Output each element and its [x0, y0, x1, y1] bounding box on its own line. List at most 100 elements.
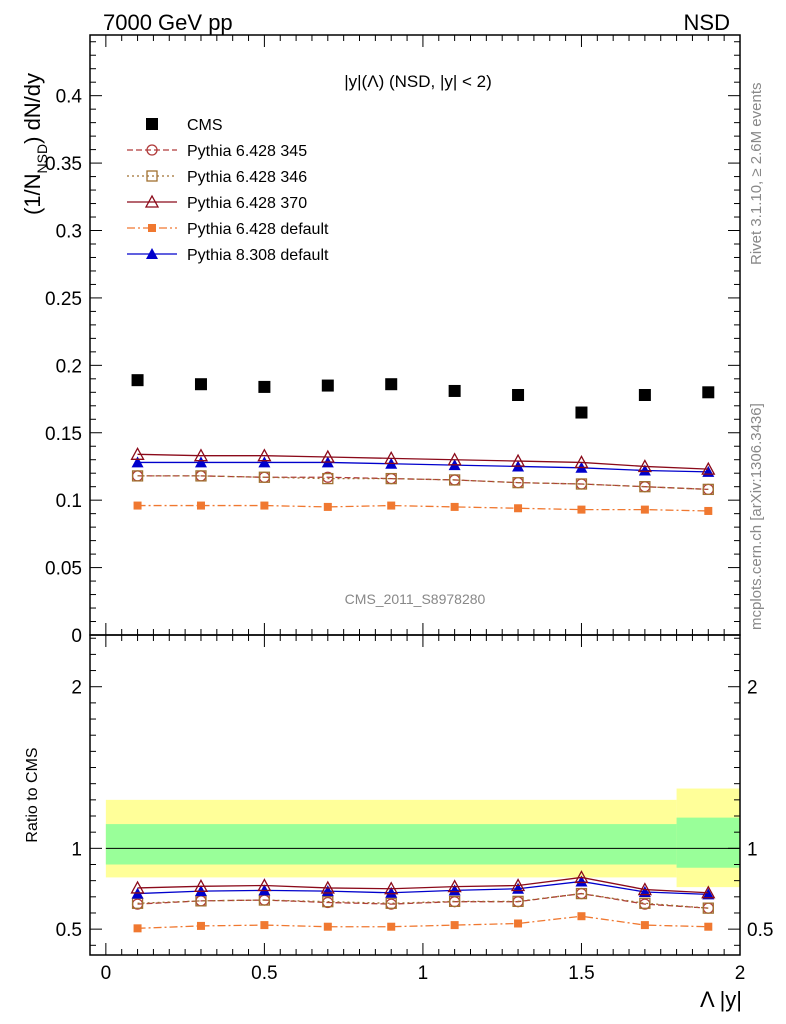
mcplots-reference-label: mcplots.cern.ch [arXiv:1306.3436]: [748, 403, 765, 630]
ratio-band-green-1: [676, 817, 740, 868]
main-point-p8: [194, 456, 207, 468]
main-point-p370: [384, 451, 399, 465]
main-point-pdef: [196, 501, 205, 510]
tick-labels: 0 0.05 0.1 0.15 0.2 0.25 0.3 0.35 0.4 0.5 0.5 1 1 2 2 0…: [45, 87, 773, 984]
main-series-line-p346: [137, 475, 709, 491]
main-point-pdef: [704, 506, 713, 515]
main-point-p370: [637, 459, 652, 473]
ratio-point-p346: [575, 887, 588, 900]
ratio-y-axis-label: Ratio to CMS: [24, 747, 41, 842]
ratio-y-tick-label-right: 2: [747, 678, 758, 699]
legend-label-p345: Pythia 6.428 345: [187, 143, 307, 160]
ratio-panel-frame: [89, 634, 741, 956]
main-series-line-p370: [137, 453, 709, 470]
main-series-line-pdef: [137, 504, 709, 512]
ratio-point-pdef: [387, 922, 396, 931]
main-point-cms: [575, 406, 588, 419]
legend-marker-p370: [144, 194, 160, 208]
y-label-end: ) dN/dy: [20, 73, 45, 144]
main-point-pdef: [323, 502, 332, 511]
main-y-tick-label: 0.1: [56, 491, 82, 512]
legend-marker-p346: [146, 170, 158, 182]
ratio-y-tick-label-left: 2: [71, 678, 82, 699]
main-point-cms: [258, 380, 271, 393]
main-y-axis-label: (1/NNSD) dN/dy: [20, 73, 50, 215]
main-point-p346: [195, 470, 207, 482]
main-y-tick-label: 0.35: [45, 154, 82, 175]
ratio-point-p370: [510, 878, 526, 892]
ratio-point-pdef: [704, 922, 713, 931]
legend-marker-cms: [146, 118, 158, 130]
ratio-point-p346: [702, 902, 714, 914]
ratio-point-p370: [574, 870, 589, 884]
main-point-cms: [385, 378, 398, 391]
ratio-point-p370: [701, 885, 716, 899]
ratio-point-p346: [322, 896, 334, 908]
main-point-pdef: [133, 501, 142, 510]
ratio-point-p346: [448, 895, 461, 907]
main-panel-series: [130, 374, 716, 515]
main-point-p370: [193, 448, 209, 462]
x-tick-label: 0.5: [251, 963, 277, 984]
main-point-p346: [131, 470, 144, 482]
ratio-panel-series: [130, 870, 716, 933]
main-point-pdef: [514, 504, 523, 513]
x-tick-label: 1.5: [568, 963, 594, 984]
main-y-tick-label: 0: [71, 626, 82, 647]
ratio-uncertainty-bands: [105, 788, 740, 888]
main-point-p346: [512, 476, 524, 489]
ratio-point-p370: [130, 880, 145, 894]
main-point-p370: [320, 449, 335, 463]
ratio-point-pdef: [323, 922, 332, 931]
rivet-version-label: Rivet 3.1.10, ≥ 2.6M events: [748, 83, 765, 266]
y-label-main: (1/N: [20, 173, 45, 215]
main-y-tick-label: 0.25: [45, 289, 82, 310]
main-y-tick-label: 0.15: [45, 424, 82, 445]
main-point-p346: [322, 472, 334, 485]
header-right-label: NSD: [684, 10, 730, 35]
legend-marker-p345: [146, 144, 158, 156]
ratio-point-p370: [193, 878, 209, 892]
ratio-point-p8: [448, 884, 461, 896]
ratio-point-pdef: [196, 921, 205, 930]
ratio-point-p8: [385, 886, 398, 898]
ratio-series-line-p370: [137, 876, 709, 894]
ratio-series-line-p346: [137, 892, 709, 909]
main-point-cms: [512, 389, 525, 401]
ratio-y-tick-label-right: 1: [747, 839, 758, 860]
ratio-point-pdef: [133, 924, 142, 933]
ratio-point-p370: [637, 882, 652, 896]
ratio-point-p370: [447, 879, 462, 893]
ratio-series-line-pdef: [137, 915, 709, 929]
legend: CMS Pythia 6.428 345 Pythia 6.428 346 Pythi…: [127, 117, 329, 264]
main-y-tick-label: 0.2: [56, 356, 82, 377]
main-point-pdef: [450, 502, 459, 511]
ratio-point-p8: [702, 888, 715, 900]
ratio-point-pdef: [577, 912, 586, 921]
ratio-series-line-p8: [137, 880, 709, 896]
main-point-cms: [194, 378, 207, 391]
x-axis-label: Λ |y|: [700, 987, 742, 1012]
ratio-y-tick-label-right: 0.5: [747, 920, 773, 941]
legend-label-p346: Pythia 6.428 346: [187, 169, 307, 186]
main-point-p370: [257, 448, 272, 462]
x-tick-label: 2: [735, 963, 746, 984]
ratio-y-tick-label-left: 0.5: [56, 920, 82, 941]
ratio-point-pdef: [450, 921, 459, 930]
ratio-point-p370: [384, 881, 399, 895]
ratio-point-p346: [512, 895, 524, 907]
main-point-p370: [701, 461, 716, 475]
main-y-tick-label: 0.4: [56, 87, 83, 108]
legend-label-p8: Pythia 8.308 default: [187, 247, 329, 264]
main-point-cms: [638, 389, 651, 401]
main-point-p8: [131, 456, 144, 468]
plot-title: |y|(Λ) (NSD, |y| < 2): [344, 72, 492, 91]
legend-marker-p8: [146, 248, 158, 259]
main-point-p346: [575, 478, 588, 490]
main-point-p346: [702, 483, 714, 496]
ratio-point-p346: [385, 897, 397, 909]
main-point-p346: [385, 472, 397, 485]
main-point-pdef: [387, 501, 396, 510]
ratio-point-pdef: [260, 921, 269, 930]
